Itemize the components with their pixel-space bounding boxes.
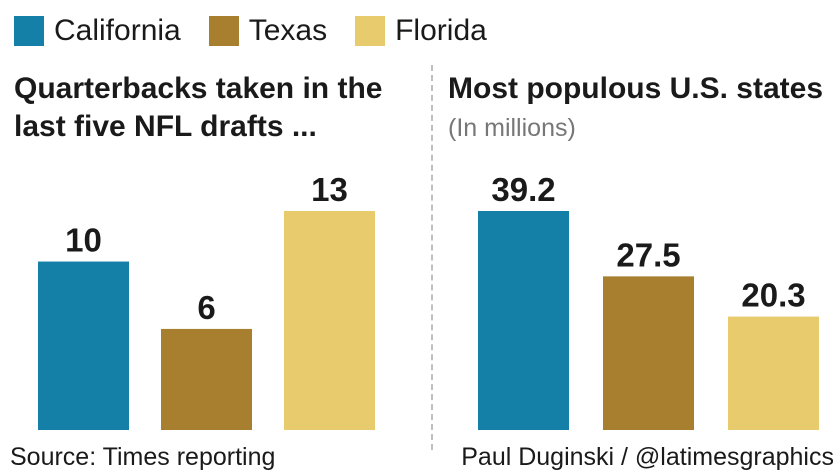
legend-item-california: California [14, 16, 181, 46]
source-note: Source: Times reporting [10, 443, 276, 471]
population-bar-texas [603, 276, 694, 430]
qb-value-label-florida: 13 [311, 171, 348, 208]
population-chart-title: Most populous U.S. states [448, 72, 824, 105]
qb-bar-texas [161, 328, 252, 430]
qb-chart-title-line1: Quarterbacks taken in the [14, 72, 383, 105]
legend-label-california: California [54, 14, 181, 47]
legend-swatch-texas [208, 16, 239, 46]
legend-swatch-california [14, 16, 44, 46]
legend-swatch-florida [355, 16, 386, 46]
qb-bar-california [38, 261, 129, 430]
population-value-label-florida: 20.3 [741, 277, 805, 314]
qb-value-label-california: 10 [65, 222, 102, 259]
qb-value-label-texas: 6 [197, 289, 215, 326]
qb-chart-title-line2: last five NFL drafts ... [14, 110, 317, 143]
population-bar-california [478, 211, 569, 430]
legend: California Texas Florida [14, 14, 515, 48]
population-value-label-texas: 27.5 [616, 236, 680, 273]
panel-divider [431, 65, 433, 450]
qb-bar-florida [284, 211, 375, 430]
population-chart-subtitle: (In millions) [448, 114, 576, 142]
population-value-label-california: 39.2 [491, 171, 555, 208]
legend-item-texas: Texas [208, 14, 328, 47]
legend-label-texas: Texas [248, 14, 328, 47]
legend-label-florida: Florida [395, 14, 487, 47]
credit-note: Paul Duginski / @latimesgraphics [461, 443, 834, 471]
population-bar-florida [728, 316, 819, 430]
legend-item-florida: Florida [355, 16, 487, 46]
